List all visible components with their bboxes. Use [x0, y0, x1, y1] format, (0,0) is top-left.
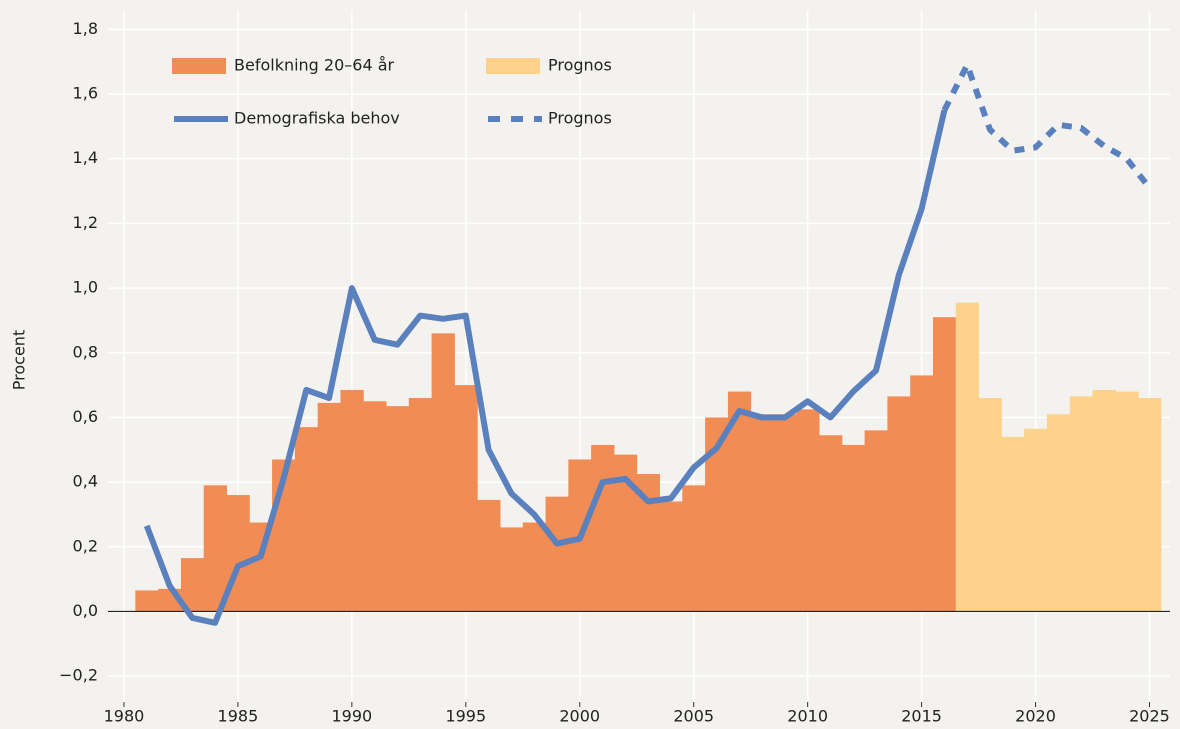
bar	[636, 474, 661, 612]
bar	[819, 435, 843, 612]
bar	[750, 414, 774, 612]
y-tick-label: 0,8	[73, 342, 98, 361]
x-tick-label: 2015	[901, 707, 942, 726]
y-axis-label: Procent	[10, 330, 29, 390]
bar	[1024, 428, 1048, 612]
y-tick-label: 1,2	[73, 213, 98, 232]
x-tick-label: 2005	[673, 707, 714, 726]
y-tick-label: 0,2	[73, 536, 98, 555]
line	[143, 109, 948, 626]
y-tick-label: 0,0	[73, 601, 98, 620]
bar	[796, 409, 820, 612]
legend-label: Demografiska behov	[234, 109, 400, 128]
x-tick-label: 2010	[787, 707, 828, 726]
x-tick-label: 1990	[331, 707, 372, 726]
bar	[682, 485, 706, 612]
legend-swatch	[486, 58, 540, 74]
bar	[887, 396, 911, 612]
x-tick-label: 2020	[1015, 707, 1056, 726]
bar	[408, 398, 433, 612]
legend-label: Prognos	[548, 109, 612, 128]
bar	[180, 558, 205, 612]
bar	[317, 402, 341, 612]
y-tick-label: −0,2	[59, 666, 98, 685]
y-tick-label: 0,6	[73, 407, 98, 426]
y-tick-label: 1,6	[73, 84, 98, 103]
bar	[1138, 398, 1162, 612]
bar	[1092, 389, 1116, 612]
bar	[727, 391, 752, 612]
bar	[910, 375, 934, 612]
y-tick-label: 1,8	[73, 19, 98, 38]
legend-label: Prognos	[548, 56, 612, 75]
bar	[841, 444, 866, 612]
x-tick-label: 2025	[1129, 707, 1170, 726]
bar	[1046, 414, 1071, 612]
bar	[226, 495, 250, 612]
bar	[499, 527, 524, 612]
x-tick-label: 1995	[445, 707, 486, 726]
bar	[203, 485, 228, 612]
bar	[955, 302, 980, 612]
bar	[135, 590, 159, 612]
legend-label: Befolkning 20–64 år	[234, 56, 395, 75]
bar	[477, 499, 501, 612]
bar	[340, 389, 364, 612]
bar	[591, 444, 615, 612]
bar	[773, 414, 797, 612]
bar	[1115, 391, 1139, 612]
legend-swatch	[172, 58, 226, 74]
bar	[932, 317, 957, 612]
y-tick-label: 0,4	[73, 472, 98, 491]
bars	[108, 302, 1170, 613]
y-tick-label: 1,0	[73, 278, 98, 297]
bar	[431, 333, 455, 612]
x-tick-label: 1985	[218, 707, 259, 726]
bar	[454, 385, 478, 612]
bar	[705, 417, 729, 612]
lines	[143, 61, 1152, 626]
x-tick-label: 2000	[559, 707, 600, 726]
x-tick-label: 1980	[104, 707, 145, 726]
bar	[864, 430, 888, 612]
line	[941, 61, 1152, 190]
bar	[1001, 436, 1025, 612]
bar	[978, 398, 1002, 612]
bar	[659, 501, 683, 612]
bar	[1069, 396, 1094, 612]
y-tick-label: 1,4	[73, 148, 98, 167]
bar	[294, 427, 319, 612]
bar	[386, 406, 410, 612]
bar	[613, 454, 638, 612]
bar	[545, 496, 569, 612]
bar	[522, 522, 547, 612]
bar	[363, 401, 387, 612]
